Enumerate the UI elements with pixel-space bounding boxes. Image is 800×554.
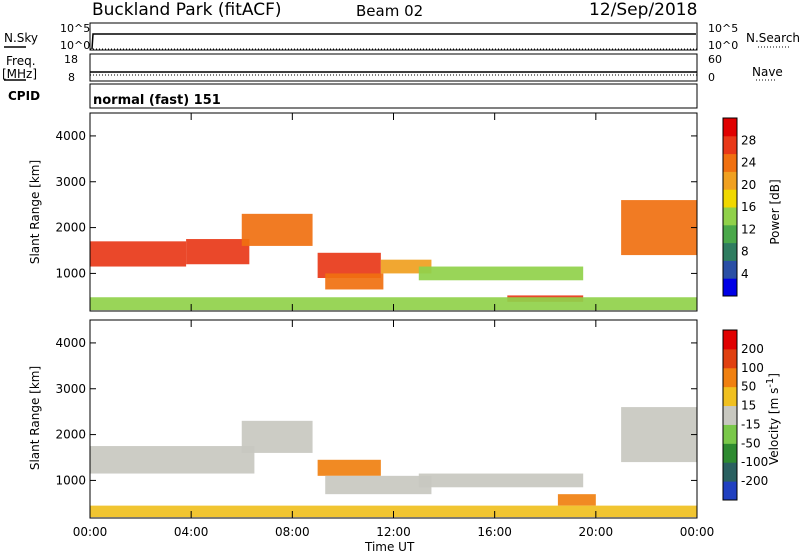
velocity-colorbar-tick: -50 xyxy=(741,436,761,450)
power-colorbar-tick: 28 xyxy=(741,133,756,147)
velocity-colorbar-tick: -200 xyxy=(741,474,768,488)
data-region-power-4 xyxy=(325,273,384,290)
power-colorbar-tick: 20 xyxy=(741,178,756,192)
power-colorbar-tick: 16 xyxy=(741,200,756,214)
xtick-label: 00:00 xyxy=(73,525,108,539)
nsearch-tick-bottom: 10^0 xyxy=(708,39,739,52)
power-colorbar-label: Power [dB] xyxy=(768,179,782,245)
power-colorbar-tick: 12 xyxy=(741,222,756,236)
chart-title: Buckland Park (fitACF) xyxy=(92,0,282,20)
freq-label: Freq. xyxy=(6,54,36,68)
velocity-colorbar-swatch xyxy=(723,405,737,425)
data-region-power-7 xyxy=(621,200,697,256)
velocity-colorbar-swatch xyxy=(723,462,737,482)
velocity-ytick-label: 4000 xyxy=(55,336,86,350)
power-colorbar-tick: 4 xyxy=(741,267,749,281)
nsky-tick-top: 10^5 xyxy=(60,22,91,35)
nsearch-tick-top: 10^5 xyxy=(708,22,739,35)
data-region-power-0 xyxy=(90,241,187,267)
velocity-colorbar-tick: 100 xyxy=(741,361,764,375)
freq-tick-bottom: 8 xyxy=(68,71,75,84)
power-colorbar-swatch xyxy=(723,224,737,244)
velocity-ylabel: Slant Range [km] xyxy=(28,365,42,471)
data-region-velocity-5 xyxy=(557,494,596,506)
power-colorbar-swatch xyxy=(723,278,737,297)
velocity-colorbar-swatch xyxy=(723,443,737,463)
cpid-label: CPID xyxy=(8,89,41,103)
velocity-colorbar-tick: -15 xyxy=(741,417,761,431)
power-colorbar-swatch xyxy=(723,260,737,279)
nsky-panel-frame xyxy=(89,22,698,51)
velocity-colorbar-frame xyxy=(722,329,738,501)
data-region-power-9 xyxy=(90,297,697,311)
xaxis-label: Time UT xyxy=(365,540,415,554)
nsearch-label: N.Search xyxy=(746,31,800,45)
velocity-colorbar-tick: -100 xyxy=(741,455,768,469)
beam-label: Beam 02 xyxy=(356,2,424,20)
date-label: 12/Sep/2018 xyxy=(589,0,698,20)
power-colorbar-tick: 8 xyxy=(741,245,749,259)
data-region-velocity-0 xyxy=(90,446,255,474)
velocity-colorbar-swatch xyxy=(723,481,737,501)
power-ytick-label: 1000 xyxy=(55,266,86,280)
nave-tick-bottom: 0 xyxy=(708,71,715,84)
xtick-label: 04:00 xyxy=(174,525,209,539)
power-colorbar-swatch xyxy=(723,118,737,137)
power-ylabel: Slant Range [km] xyxy=(28,159,42,265)
cpid-panel-frame xyxy=(89,83,698,109)
nsky-tick-bottom: 10^0 xyxy=(60,39,91,52)
velocity-colorbar-tick: 50 xyxy=(741,380,756,394)
nsky-label: N.Sky xyxy=(4,31,39,45)
power-ytick-label: 2000 xyxy=(55,221,86,235)
nave-tick-top: 60 xyxy=(708,53,722,66)
power-ytick-label: 4000 xyxy=(55,129,86,143)
power-ytick-label: 3000 xyxy=(55,175,86,189)
velocity-colorbar-swatch xyxy=(723,424,737,444)
power-colorbar-swatch xyxy=(723,207,737,226)
freq-unit: [MHz] xyxy=(2,67,38,81)
freq-panel-frame xyxy=(89,53,698,82)
velocity-colorbar-tick: 15 xyxy=(741,399,756,413)
xtick-label: 12:00 xyxy=(376,525,411,539)
data-region-power-2 xyxy=(241,213,313,246)
data-region-velocity-3 xyxy=(325,475,432,495)
velocity-colorbar-tick: 200 xyxy=(741,342,764,356)
power-panel-frame xyxy=(89,112,698,312)
velocity-ytick-label: 2000 xyxy=(55,428,86,442)
power-colorbar-swatch xyxy=(723,153,737,172)
xtick-label: 00:00 xyxy=(680,525,715,539)
velocity-ytick-label: 3000 xyxy=(55,382,86,396)
cpid-text: normal (fast) 151 xyxy=(93,93,221,108)
power-colorbar-swatch xyxy=(723,171,737,190)
power-colorbar-frame xyxy=(722,117,738,297)
freq-tick-top: 18 xyxy=(64,53,78,66)
velocity-ytick-label: 1000 xyxy=(55,473,86,487)
xtick-label: 08:00 xyxy=(275,525,310,539)
data-region-velocity-2 xyxy=(317,459,381,476)
power-colorbar-tick: 24 xyxy=(741,156,756,170)
nsky-trace xyxy=(91,33,696,50)
power-colorbar-swatch xyxy=(723,242,737,261)
xtick-label: 16:00 xyxy=(477,525,512,539)
xtick-label: 20:00 xyxy=(579,525,614,539)
velocity-colorbar-swatch xyxy=(723,386,737,407)
velocity-colorbar-label: Velocity [m s-1] xyxy=(765,373,781,465)
data-region-velocity-1 xyxy=(241,420,313,453)
velocity-colorbar-swatch xyxy=(723,348,737,369)
power-colorbar-swatch xyxy=(723,189,737,208)
data-region-velocity-4 xyxy=(418,473,584,488)
data-region-power-1 xyxy=(186,239,250,265)
data-region-velocity-6 xyxy=(621,407,697,463)
data-region-power-6 xyxy=(418,266,584,281)
velocity-colorbar-swatch xyxy=(723,330,737,350)
power-colorbar-swatch xyxy=(723,135,737,155)
velocity-colorbar-swatch xyxy=(723,367,737,388)
nave-label: Nave xyxy=(752,65,783,79)
